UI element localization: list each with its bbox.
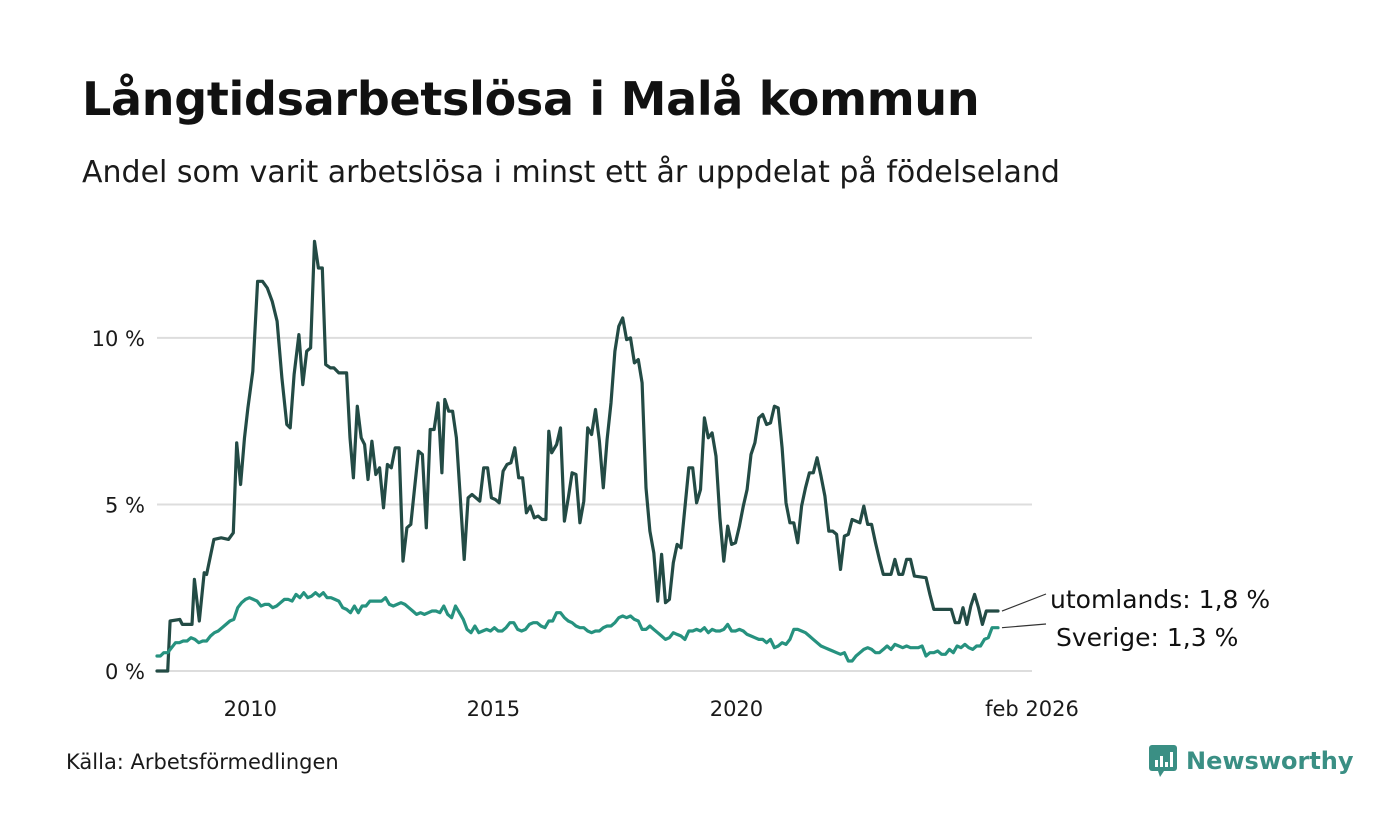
series-end-labels: utomlands: 1,8 % Sverige: 1,3 % xyxy=(1001,585,1270,652)
label-leader-line xyxy=(1001,623,1047,629)
y-tick-label: 10 % xyxy=(92,327,145,351)
series-end-label-utomlands: utomlands: 1,8 % xyxy=(1050,585,1270,614)
x-tick-label: 2020 xyxy=(710,697,763,721)
series-end-label-sverige: Sverige: 1,3 % xyxy=(1056,623,1238,652)
series-lines xyxy=(155,239,1000,673)
x-axis-ticks: 2010 2015 2020 feb 2026 xyxy=(224,697,1079,721)
y-tick-label: 0 % xyxy=(105,660,145,684)
source-note: Källa: Arbetsförmedlingen xyxy=(66,750,339,774)
chart-title: Långtidsarbetslösa i Malå kommun xyxy=(82,72,980,126)
y-axis-ticks: 0 % 5 % 10 % xyxy=(92,327,145,684)
x-tick-label: 2015 xyxy=(467,697,520,721)
x-tick-label: feb 2026 xyxy=(985,697,1079,721)
chart-subtitle: Andel som varit arbetslösa i minst ett å… xyxy=(82,155,1060,190)
y-tick-label: 5 % xyxy=(105,493,145,517)
series-line-sverige xyxy=(155,591,1000,663)
brand-name: Newsworthy xyxy=(1186,747,1354,775)
label-leader-line xyxy=(1001,593,1047,612)
brand-logo: Newsworthy xyxy=(1148,744,1354,778)
gridlines xyxy=(157,336,1032,672)
x-tick-label: 2010 xyxy=(224,697,277,721)
newsworthy-logo-icon xyxy=(1149,745,1177,777)
series-line-utomlands xyxy=(155,239,1000,673)
